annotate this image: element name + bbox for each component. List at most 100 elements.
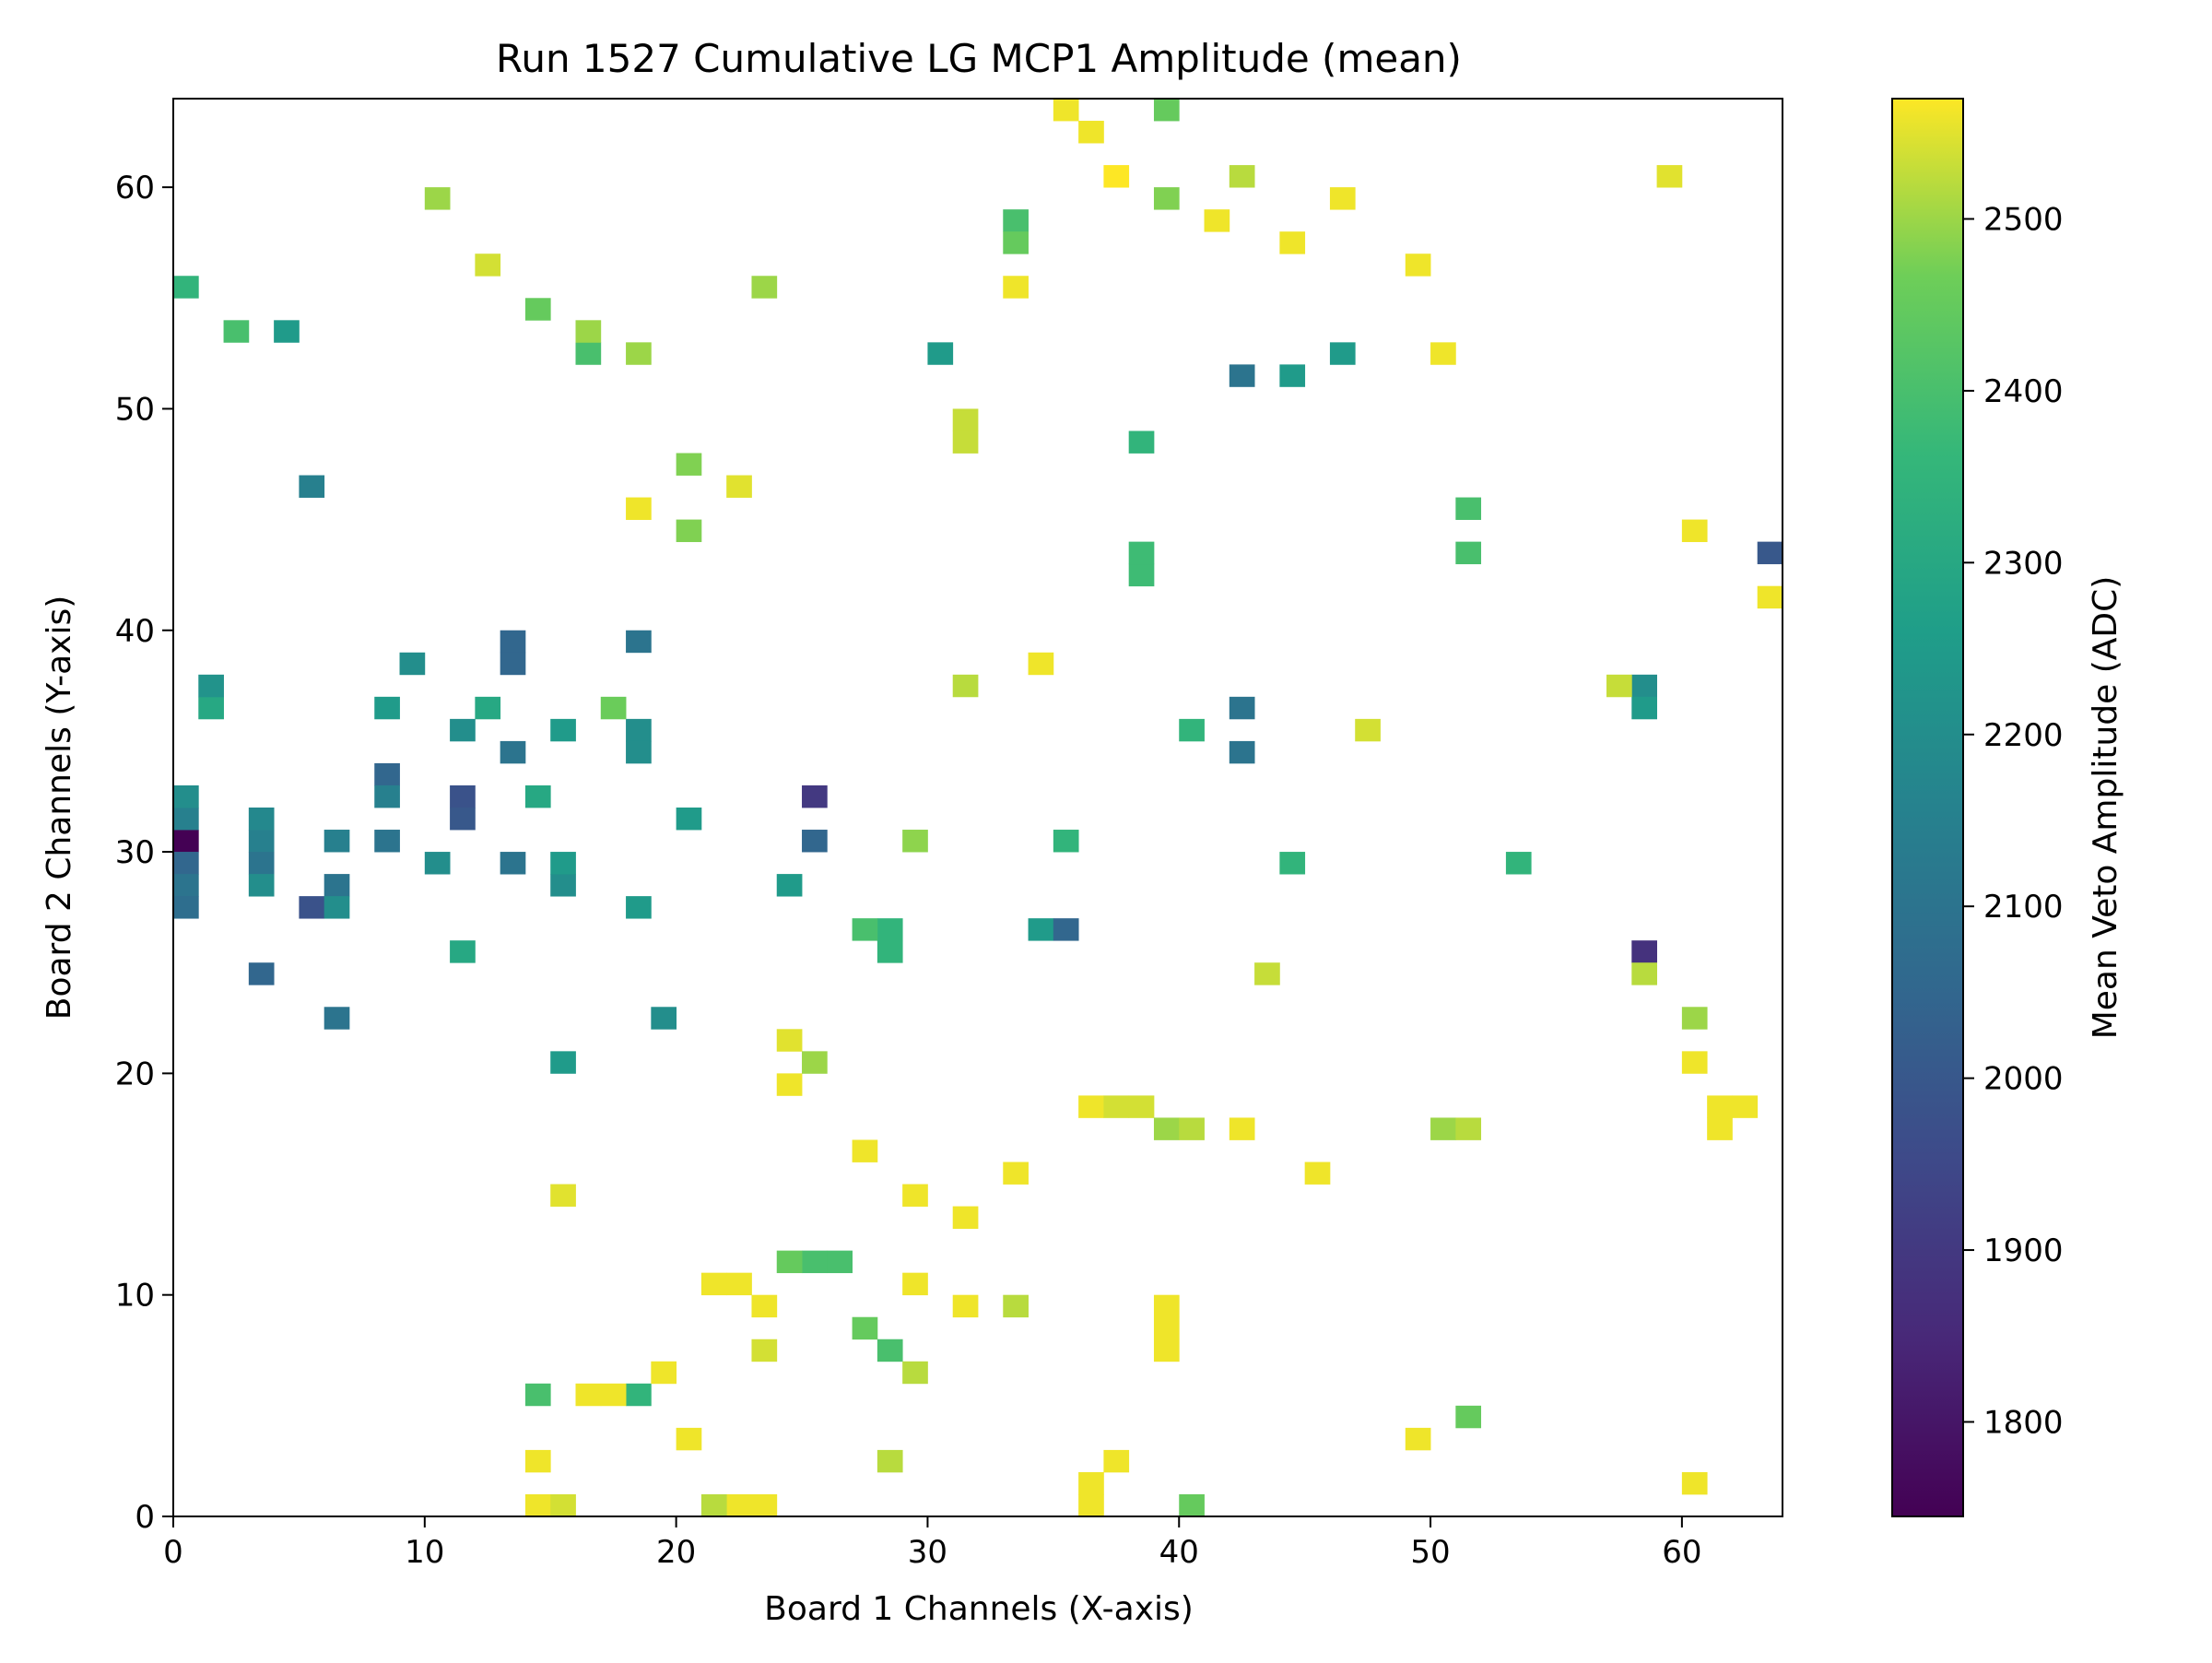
- x-axis-label: Board 1 Channels (X-axis): [764, 1590, 1194, 1628]
- heatmap-cell: [952, 408, 979, 431]
- heatmap-cell: [802, 1250, 828, 1274]
- heatmap-cell: [877, 1339, 903, 1362]
- colorbar: [1891, 98, 1964, 1517]
- heatmap-cell: [1179, 1117, 1205, 1140]
- heatmap-cell: [600, 1383, 627, 1407]
- heatmap-cell: [852, 918, 878, 941]
- colorbar-tick-label: 2200: [1983, 717, 2064, 754]
- heatmap-cell: [173, 852, 199, 875]
- heatmap-cell: [450, 808, 476, 831]
- y-tick-label: 30: [115, 834, 155, 871]
- heatmap-cell: [952, 430, 979, 454]
- heatmap-cell: [500, 630, 526, 654]
- heatmap-cell: [524, 1493, 551, 1517]
- heatmap-cell: [902, 1361, 928, 1385]
- heatmap-cell: [1128, 1095, 1155, 1118]
- heatmap-cell: [1355, 718, 1381, 742]
- heatmap-cell: [324, 896, 350, 919]
- heatmap-cell: [1279, 852, 1306, 875]
- heatmap-cell: [802, 784, 828, 808]
- heatmap-cell: [700, 1272, 727, 1296]
- heatmap-cell: [450, 718, 476, 742]
- heatmap-cell: [1631, 940, 1657, 963]
- heatmap-cell: [1279, 364, 1306, 387]
- heatmap-cell: [1254, 962, 1280, 985]
- heatmap-cell: [248, 962, 275, 985]
- heatmap-cell: [1430, 1117, 1456, 1140]
- heatmap-cell: [902, 1184, 928, 1207]
- heatmap-cell: [1103, 165, 1130, 188]
- heatmap-cell: [726, 475, 752, 498]
- heatmap-cell: [550, 1493, 576, 1517]
- heatmap-cell: [1103, 1449, 1130, 1473]
- heatmap-cell: [700, 1493, 727, 1517]
- x-tick-label: 30: [908, 1534, 947, 1571]
- heatmap-cell: [500, 740, 526, 764]
- colorbar-label: Mean Veto Amplitude (ADC): [2087, 576, 2124, 1040]
- y-tick-label: 20: [115, 1056, 155, 1092]
- heatmap-cell: [802, 1051, 828, 1074]
- heatmap-cell: [902, 830, 928, 853]
- y-tick-label: 50: [115, 391, 155, 428]
- heatmap-cell: [626, 630, 652, 654]
- colorbar-tick-label: 1900: [1983, 1233, 2064, 1269]
- heatmap-cell: [1153, 1339, 1180, 1362]
- heatmap-cell: [852, 1139, 878, 1162]
- heatmap-cell: [1053, 99, 1079, 122]
- heatmap-cell: [1153, 1316, 1180, 1340]
- heatmap-cell: [1229, 740, 1255, 764]
- heatmap-cell: [626, 896, 652, 919]
- heatmap-cell: [1204, 209, 1230, 232]
- heatmap-cell: [676, 1427, 702, 1451]
- heatmap-cell: [223, 320, 250, 343]
- plot-frame: [172, 98, 1783, 1517]
- heatmap-cell: [1003, 231, 1029, 254]
- heatmap-cell: [651, 1007, 677, 1030]
- heatmap-cell: [751, 1339, 778, 1362]
- heatmap-cell: [776, 874, 803, 897]
- colorbar-tick-label: 2300: [1983, 545, 2064, 582]
- heatmap-cell: [726, 1493, 752, 1517]
- heatmap-cell: [399, 652, 426, 676]
- heatmap-cell: [1631, 696, 1657, 720]
- heatmap-cell: [726, 1272, 752, 1296]
- chart-title: Run 1527 Cumulative LG MCP1 Amplitude (m…: [496, 36, 1462, 81]
- heatmap-cell: [173, 784, 199, 808]
- heatmap-cell: [1279, 231, 1306, 254]
- heatmap-cell: [475, 254, 501, 277]
- heatmap-cell: [676, 519, 702, 543]
- heatmap-cell: [952, 1206, 979, 1229]
- heatmap-cell: [424, 187, 451, 210]
- heatmap-cell: [802, 830, 828, 853]
- x-tick-label: 50: [1410, 1534, 1450, 1571]
- heatmap-cell: [1681, 1471, 1708, 1495]
- heatmap-cell: [173, 830, 199, 853]
- heatmap-cell: [751, 1493, 778, 1517]
- heatmap-cell: [1681, 519, 1708, 543]
- heatmap-cell: [1405, 254, 1431, 277]
- heatmap-cell: [198, 696, 224, 720]
- heatmap-cell: [299, 896, 325, 919]
- colorbar-tick-label: 2000: [1983, 1061, 2064, 1098]
- heatmap-cell: [1128, 430, 1155, 454]
- plot-background: [173, 99, 1783, 1516]
- colorbar-tick-label: 2400: [1983, 373, 2064, 410]
- heatmap-cell: [1707, 1117, 1733, 1140]
- heatmap-cell: [1631, 962, 1657, 985]
- heatmap-cell: [1103, 1095, 1130, 1118]
- heatmap-cell: [1329, 342, 1356, 365]
- heatmap-cell: [1153, 1117, 1180, 1140]
- heatmap-cell: [877, 940, 903, 963]
- heatmap-cell: [676, 808, 702, 831]
- colorbar-tick-label: 2500: [1983, 201, 2064, 238]
- colorbar-tick-label: 1800: [1983, 1404, 2064, 1441]
- heatmap-cell: [1003, 1162, 1029, 1185]
- heatmap-cell: [1078, 1095, 1104, 1118]
- heatmap-cell: [600, 696, 627, 720]
- heatmap-cell: [424, 852, 451, 875]
- heatmap-cell: [1078, 1471, 1104, 1495]
- heatmap-cell: [1455, 1117, 1482, 1140]
- y-tick-label: 0: [135, 1499, 155, 1536]
- heatmap-cell: [1631, 674, 1657, 698]
